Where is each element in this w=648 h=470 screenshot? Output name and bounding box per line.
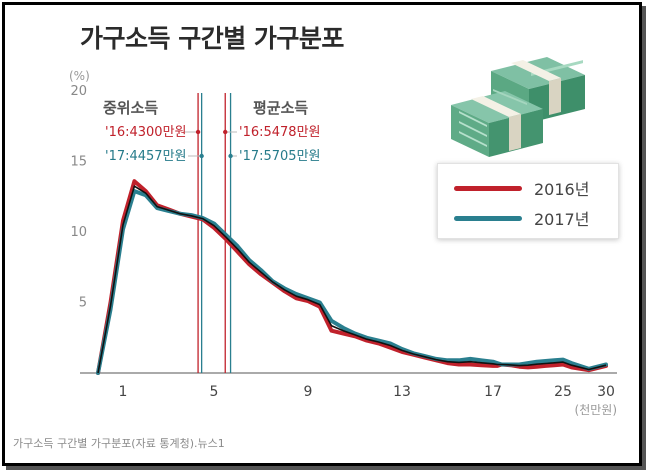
x-tick-label: 1 bbox=[119, 384, 128, 400]
median-2017-label: '17:4457만원 bbox=[105, 149, 187, 164]
money-stack-icon bbox=[451, 57, 585, 157]
y-tick-label: 20 bbox=[70, 84, 87, 99]
median-2017-dot bbox=[199, 153, 204, 159]
mean-label: 평균소득 bbox=[253, 99, 308, 117]
mean-2016-dot bbox=[223, 129, 228, 135]
median-label: 중위소득 bbox=[103, 99, 158, 117]
legend-swatch-2017 bbox=[454, 215, 522, 221]
y-axis: (%) 5 10 15 20 bbox=[69, 69, 90, 311]
mean-2016-label: '16:5478만원 bbox=[239, 125, 321, 140]
x-axis: 1 5 9 13 17 25 30 (천만원) bbox=[80, 372, 617, 417]
series-group bbox=[96, 179, 608, 375]
x-tick-label: 9 bbox=[304, 384, 313, 400]
x-tick-label: 30 bbox=[597, 384, 615, 400]
median-2016-dot bbox=[195, 129, 201, 135]
legend-swatch-2016 bbox=[454, 185, 522, 191]
x-unit-label: (천만원) bbox=[575, 402, 617, 417]
legend-label-2017: 2017년 bbox=[534, 210, 590, 229]
y-tick-label: 5 bbox=[79, 296, 87, 311]
median-2016-label: '16:4300만원 bbox=[105, 125, 187, 140]
income-marker-lines bbox=[185, 93, 237, 373]
x-tick-label: 25 bbox=[554, 384, 572, 400]
source-credit: 가구소득 구간별 가구분포(자료 통계청).뉴스1 bbox=[13, 437, 225, 450]
mean-2017-dot bbox=[228, 153, 233, 159]
legend: 2016년 2017년 bbox=[437, 163, 619, 239]
series-overlay-line bbox=[97, 185, 607, 374]
x-tick-label: 17 bbox=[484, 384, 502, 400]
legend-item-2017: 2017년 bbox=[454, 208, 590, 229]
annotations: 중위소득 '16:4300만원 '17:4457만원 평균소득 '16:5478… bbox=[103, 99, 321, 164]
legend-item-2016: 2016년 bbox=[454, 178, 590, 199]
x-tick-label: 13 bbox=[393, 384, 411, 400]
mean-2017-label: '17:5705만원 bbox=[239, 149, 321, 164]
x-tick-label: 5 bbox=[210, 384, 219, 400]
chart-frame: 가구소득 구간별 가구분포 (%) 5 10 15 20 1 5 9 13 17 25 30 (천만원… bbox=[2, 2, 642, 466]
y-tick-label: 15 bbox=[70, 155, 87, 170]
y-unit-label: (%) bbox=[69, 69, 90, 83]
y-tick-label: 10 bbox=[70, 225, 87, 240]
page-title: 가구소득 구간별 가구분포 bbox=[80, 24, 344, 53]
legend-label-2016: 2016년 bbox=[534, 180, 590, 199]
